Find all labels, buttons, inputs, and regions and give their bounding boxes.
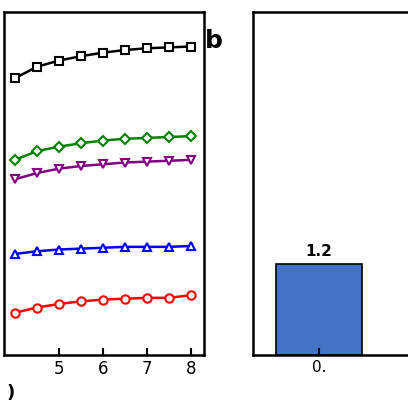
Text: ): ) <box>6 384 14 402</box>
Text: 1.2: 1.2 <box>306 244 332 259</box>
Text: b: b <box>205 29 223 53</box>
Bar <box>276 264 362 355</box>
